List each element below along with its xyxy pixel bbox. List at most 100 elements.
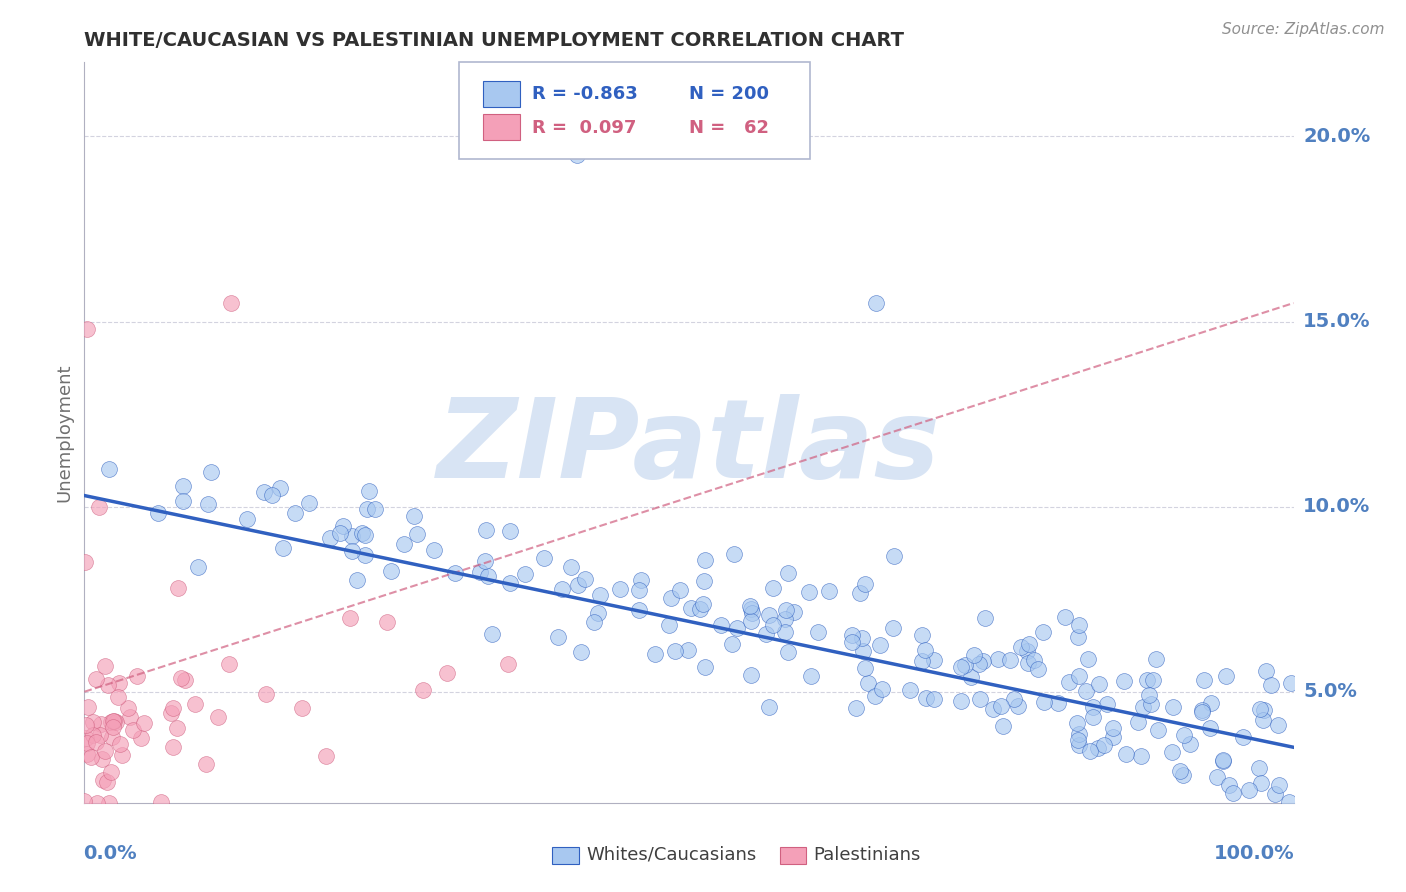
Point — [477, 569, 499, 583]
Point — [723, 547, 745, 561]
Point — [922, 653, 945, 667]
Point — [1095, 697, 1118, 711]
Point — [412, 682, 434, 697]
Point — [551, 582, 574, 596]
Point — [94, 659, 117, 673]
Point — [1074, 684, 1097, 698]
Point — [693, 553, 716, 567]
Point — [86, 796, 108, 810]
Point — [356, 502, 378, 516]
Point — [170, 671, 193, 685]
Point — [1101, 721, 1123, 735]
Point — [444, 566, 467, 581]
Point — [1260, 678, 1282, 692]
Point — [236, 512, 259, 526]
Point — [882, 621, 904, 635]
Text: 100.0%: 100.0% — [1215, 844, 1295, 863]
Point — [1053, 610, 1076, 624]
Point — [496, 657, 519, 671]
Point — [131, 731, 153, 745]
Point — [262, 488, 284, 502]
Point — [197, 497, 219, 511]
Point — [207, 710, 229, 724]
Point — [1136, 673, 1159, 688]
Point — [567, 148, 589, 162]
Point — [1067, 732, 1090, 747]
Point — [669, 583, 692, 598]
Point — [993, 718, 1015, 732]
Point — [1077, 651, 1099, 665]
Point — [125, 669, 148, 683]
Point — [972, 654, 994, 668]
Point — [315, 748, 337, 763]
Point — [775, 625, 797, 640]
Point — [969, 691, 991, 706]
Point — [87, 500, 110, 514]
Point — [1267, 718, 1289, 732]
Point — [353, 548, 375, 562]
Text: 10.0%: 10.0% — [1303, 497, 1371, 516]
Point — [329, 526, 352, 541]
Point — [863, 690, 886, 704]
Point — [76, 747, 98, 761]
Point — [160, 706, 183, 720]
Text: WHITE/CAUCASIAN VS PALESTINIAN UNEMPLOYMENT CORRELATION CHART: WHITE/CAUCASIAN VS PALESTINIAN UNEMPLOYM… — [84, 30, 904, 50]
Point — [1161, 745, 1184, 759]
Text: 0.0%: 0.0% — [83, 844, 136, 863]
Point — [121, 723, 143, 738]
Point — [852, 644, 875, 658]
Point — [627, 582, 650, 597]
Point — [758, 700, 780, 714]
Text: N = 200: N = 200 — [689, 85, 769, 103]
Point — [84, 672, 107, 686]
Point — [915, 690, 938, 705]
Point — [914, 643, 936, 657]
Point — [1112, 674, 1135, 689]
Point — [1081, 700, 1104, 714]
Point — [75, 718, 97, 732]
Point — [423, 543, 446, 558]
Point — [148, 506, 170, 520]
Point — [849, 586, 872, 600]
Point — [664, 644, 686, 658]
Point — [1178, 737, 1201, 751]
Point — [1251, 713, 1274, 727]
Point — [1010, 640, 1032, 654]
Point — [1132, 700, 1154, 714]
Point — [150, 795, 173, 809]
Point — [75, 731, 97, 746]
Point — [1232, 730, 1254, 744]
Bar — [780, 847, 806, 863]
Point — [775, 603, 797, 617]
Point — [1017, 657, 1039, 671]
Point — [218, 657, 240, 671]
Point — [693, 660, 716, 674]
Text: Palestinians: Palestinians — [814, 846, 921, 863]
Point — [628, 603, 651, 617]
Point — [1249, 702, 1271, 716]
Point — [1173, 767, 1195, 781]
Point — [103, 714, 125, 728]
Point — [405, 527, 427, 541]
Point — [1250, 776, 1272, 790]
Point — [692, 597, 714, 611]
Point — [710, 617, 733, 632]
Point — [392, 537, 415, 551]
Point — [1101, 731, 1123, 745]
Point — [740, 602, 762, 616]
Point — [436, 665, 458, 680]
Point — [254, 687, 277, 701]
Point — [172, 479, 194, 493]
Point — [319, 532, 342, 546]
Point — [91, 751, 114, 765]
Point — [911, 628, 934, 642]
Bar — [484, 81, 520, 107]
Point — [167, 581, 190, 595]
Point — [89, 728, 111, 742]
Point — [841, 628, 863, 642]
Y-axis label: Unemployment: Unemployment — [55, 363, 73, 502]
Point — [817, 583, 839, 598]
Point — [291, 701, 314, 715]
Point — [758, 607, 780, 622]
Point — [76, 322, 98, 336]
